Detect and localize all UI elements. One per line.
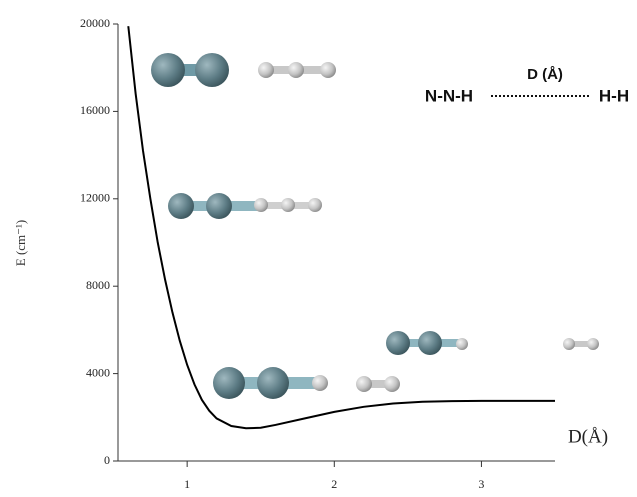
y-axis-label: E (cm⁻¹) — [13, 220, 28, 267]
x-tick-label: 3 — [478, 477, 484, 491]
y-tick-label: 4000 — [86, 365, 110, 379]
y-tick-label: 20000 — [80, 16, 110, 30]
molecule-drawings — [151, 53, 599, 399]
x-axis-label: D(Å) — [568, 426, 608, 447]
y-tick-label: 8000 — [86, 278, 110, 292]
y-tick-label: 0 — [104, 453, 110, 467]
annotation: H-H — [599, 86, 629, 105]
x-tick-label: 2 — [331, 477, 337, 491]
annotation: N-N-H — [425, 86, 473, 105]
y-tick-label: 12000 — [80, 191, 110, 205]
curve — [127, 26, 555, 430]
y-tick-label: 16000 — [80, 103, 110, 117]
x-tick-label: 1 — [184, 477, 190, 491]
annotation: D (Å) — [527, 66, 563, 83]
